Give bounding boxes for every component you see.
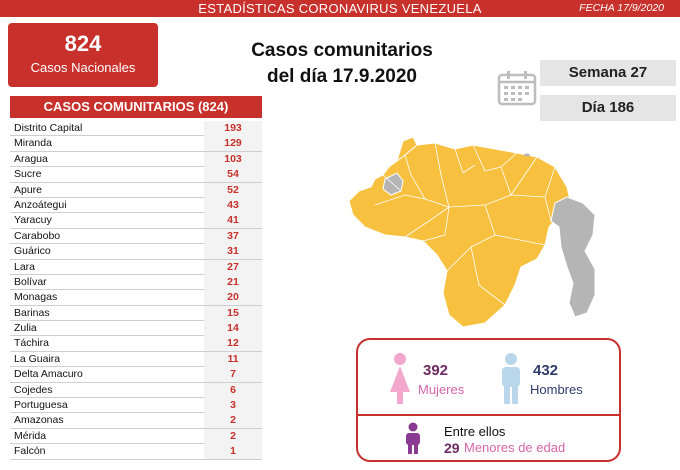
state-case-count: 11	[204, 351, 262, 367]
map-falcon	[396, 136, 418, 163]
headline-line1: Casos comunitarios	[251, 40, 433, 61]
state-case-count: 103	[204, 151, 262, 167]
state-name: Delta Amacuro	[14, 368, 83, 381]
state-name: Barinas	[14, 306, 50, 319]
table-row: Portuguesa 3	[10, 398, 262, 414]
table-row: Apure 52	[10, 182, 262, 198]
headline: Casos comunitarios del día 17.9.2020	[220, 38, 464, 90]
state-case-count: 21	[204, 274, 262, 290]
state-case-count: 20	[204, 290, 262, 306]
national-cases-label: Casos Nacionales	[30, 60, 136, 75]
report-title: ESTADÍSTICAS CORONAVIRUS VENEZUELA	[198, 1, 482, 16]
state-name: Táchira	[14, 337, 50, 350]
map-main	[348, 142, 572, 328]
table-row: La Guaira 11	[10, 351, 262, 368]
table-row: Zulia 14	[10, 321, 262, 337]
woman-icon	[390, 353, 410, 404]
state-case-count: 129	[204, 136, 262, 152]
table-row: Amazonas 2	[10, 413, 262, 429]
community-cases-table: Distrito Capital 193 Miranda 129 Aragua 103 Su…	[10, 121, 262, 460]
man-icon	[502, 353, 520, 404]
demographics-divider	[358, 414, 619, 416]
day-label: Día 186	[540, 95, 676, 121]
women-label: Mujeres	[418, 382, 465, 397]
state-name: Miranda	[14, 137, 52, 150]
state-case-count: 193	[204, 121, 262, 136]
national-cases-count: 824	[64, 31, 102, 56]
state-name: La Guaira	[14, 352, 61, 365]
state-case-count: 43	[204, 197, 262, 213]
state-case-count: 14	[204, 321, 262, 337]
state-case-count: 1	[204, 444, 262, 460]
state-name: Apure	[14, 183, 43, 196]
table-row: Yaracuy 41	[10, 213, 262, 229]
state-case-count: 31	[204, 244, 262, 260]
state-name: Zulia	[14, 322, 37, 335]
men-label: Hombres	[530, 382, 583, 397]
state-case-count: 2	[204, 413, 262, 429]
state-name: Carabobo	[14, 229, 61, 242]
table-row: Lara 27	[10, 259, 262, 275]
table-row: Sucre 54	[10, 167, 262, 183]
state-case-count: 41	[204, 213, 262, 229]
state-name: Bolívar	[14, 275, 47, 288]
national-cases-box: 824 Casos Nacionales	[8, 23, 158, 87]
state-name: Cojedes	[14, 383, 53, 396]
state-case-count: 2	[204, 428, 262, 444]
table-row: Táchira 12	[10, 336, 262, 352]
state-name: Falcón	[14, 445, 46, 458]
state-name: Mérida	[14, 429, 47, 442]
table-row: Cojedes 6	[10, 382, 262, 399]
state-case-count: 54	[204, 167, 262, 183]
table-row: Carabobo 37	[10, 228, 262, 245]
table-row: Miranda 129	[10, 136, 262, 152]
table-row: Monagas 20	[10, 290, 262, 306]
child-icon	[406, 422, 420, 454]
state-name: Distrito Capital	[14, 122, 83, 134]
men-count: 432	[533, 362, 559, 379]
table-row: Anzoátegui 43	[10, 197, 262, 214]
table-row: Aragua 103	[10, 151, 262, 168]
state-case-count: 37	[204, 228, 262, 244]
top-bar: ESTADÍSTICAS CORONAVIRUS VENEZUELA FECHA…	[0, 0, 680, 17]
map-gray-east	[550, 196, 596, 318]
table-row: Guárico 31	[10, 244, 262, 260]
state-name: Monagas	[14, 291, 58, 304]
state-name: Guárico	[14, 245, 51, 258]
state-case-count: 3	[204, 398, 262, 414]
state-case-count: 6	[204, 382, 262, 398]
table-row: Delta Amacuro 7	[10, 367, 262, 383]
state-case-count: 12	[204, 336, 262, 352]
map-island-gray	[524, 153, 530, 157]
minors-intro: Entre ellos	[444, 424, 506, 439]
table-row: Bolívar 21	[10, 274, 262, 291]
table-row: Barinas 15	[10, 305, 262, 322]
minors-label: Menores de edad	[464, 440, 566, 455]
state-name: Lara	[14, 260, 36, 273]
table-row: Mérida 2	[10, 428, 262, 445]
report-date: FECHA 17/9/2020	[579, 2, 664, 14]
demographics-box: 392 Mujeres 432 Hombres Entre ellos 29 M…	[356, 338, 621, 462]
state-case-count: 7	[204, 367, 262, 383]
calendar-icon	[497, 71, 537, 106]
state-name: Amazonas	[14, 414, 64, 427]
table-row: Distrito Capital 193	[10, 121, 262, 137]
women-count: 392	[423, 362, 449, 379]
state-name: Yaracuy	[14, 214, 52, 227]
map-island	[502, 154, 512, 160]
community-cases-title: CASOS COMUNITARIOS (824)	[10, 96, 262, 118]
table-row: Falcón 1	[10, 444, 262, 460]
minors-count: 29	[444, 440, 460, 456]
state-name: Anzoátegui	[14, 198, 67, 211]
venezuela-map	[348, 136, 596, 328]
state-name: Aragua	[14, 152, 48, 165]
headline-line2: del día 17.9.2020	[267, 66, 417, 87]
map-state-borders	[374, 142, 556, 306]
week-label: Semana 27	[540, 60, 676, 86]
state-name: Sucre	[14, 168, 42, 181]
state-case-count: 52	[204, 182, 262, 198]
state-name: Portuguesa	[14, 399, 68, 412]
state-case-count: 27	[204, 259, 262, 275]
state-case-count: 15	[204, 305, 262, 321]
